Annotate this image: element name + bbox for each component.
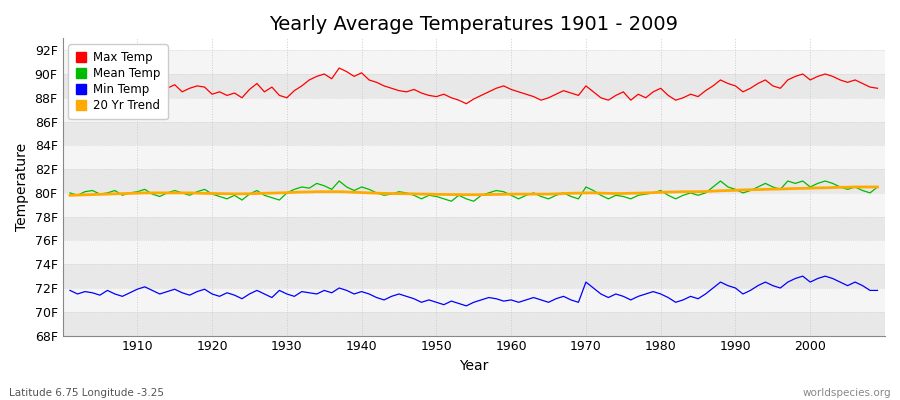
Bar bbox=[62, 98, 885, 122]
Legend: Max Temp, Mean Temp, Min Temp, 20 Yr Trend: Max Temp, Mean Temp, Min Temp, 20 Yr Tre… bbox=[68, 44, 167, 119]
Bar bbox=[62, 288, 885, 312]
Y-axis label: Temperature: Temperature bbox=[15, 143, 29, 231]
Bar bbox=[62, 264, 885, 288]
Text: worldspecies.org: worldspecies.org bbox=[803, 388, 891, 398]
Bar bbox=[62, 217, 885, 240]
Bar bbox=[62, 145, 885, 169]
Bar bbox=[62, 169, 885, 193]
Bar bbox=[62, 122, 885, 145]
Title: Yearly Average Temperatures 1901 - 2009: Yearly Average Temperatures 1901 - 2009 bbox=[269, 15, 679, 34]
Bar bbox=[62, 240, 885, 264]
Text: Latitude 6.75 Longitude -3.25: Latitude 6.75 Longitude -3.25 bbox=[9, 388, 164, 398]
X-axis label: Year: Year bbox=[459, 359, 489, 373]
Bar bbox=[62, 50, 885, 74]
Bar bbox=[62, 312, 885, 336]
Bar bbox=[62, 193, 885, 217]
Bar bbox=[62, 74, 885, 98]
